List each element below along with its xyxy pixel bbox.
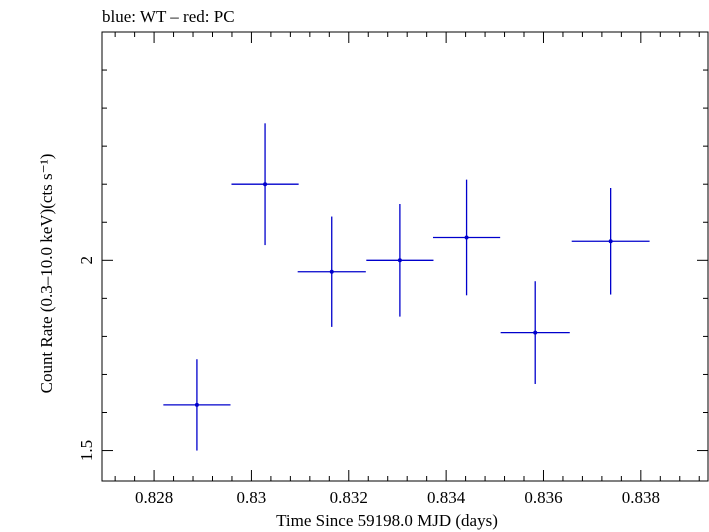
- x-axis-label: Time Since 59198.0 MJD (days): [276, 511, 498, 530]
- data-point: [163, 359, 231, 451]
- y-axis-label: Count Rate (0.3–10.0 keV)(cts s⁻¹): [37, 154, 56, 394]
- data-point: [366, 203, 434, 317]
- data-point: [297, 216, 366, 327]
- x-tick-label: 0.836: [524, 488, 562, 507]
- point-marker: [397, 258, 402, 263]
- chart-title: blue: WT – red: PC: [102, 7, 235, 26]
- data-point: [432, 179, 501, 296]
- x-tick-label: 0.828: [135, 488, 173, 507]
- x-axis-ticks: 0.828 0.83 0.832 0.834 0.836 0.838: [114, 32, 700, 507]
- x-tick-label: 0.83: [237, 488, 267, 507]
- data-point: [231, 123, 299, 246]
- point-marker: [608, 239, 613, 244]
- point-marker: [263, 182, 268, 187]
- x-tick-label: 0.838: [622, 488, 660, 507]
- point-marker: [464, 235, 469, 240]
- y-tick-label: 2: [77, 256, 96, 265]
- x-tick-label: 0.834: [427, 488, 466, 507]
- y-tick-label: 1.5: [77, 440, 96, 461]
- x-tick-label: 0.832: [330, 488, 368, 507]
- y-axis-ticks: 1.52: [77, 69, 708, 461]
- data-points: [163, 123, 650, 451]
- point-marker: [194, 402, 199, 407]
- data-point: [571, 188, 650, 295]
- data-point: [500, 281, 570, 384]
- point-marker: [533, 330, 538, 335]
- plot-frame: [101, 31, 709, 482]
- point-marker: [329, 269, 334, 274]
